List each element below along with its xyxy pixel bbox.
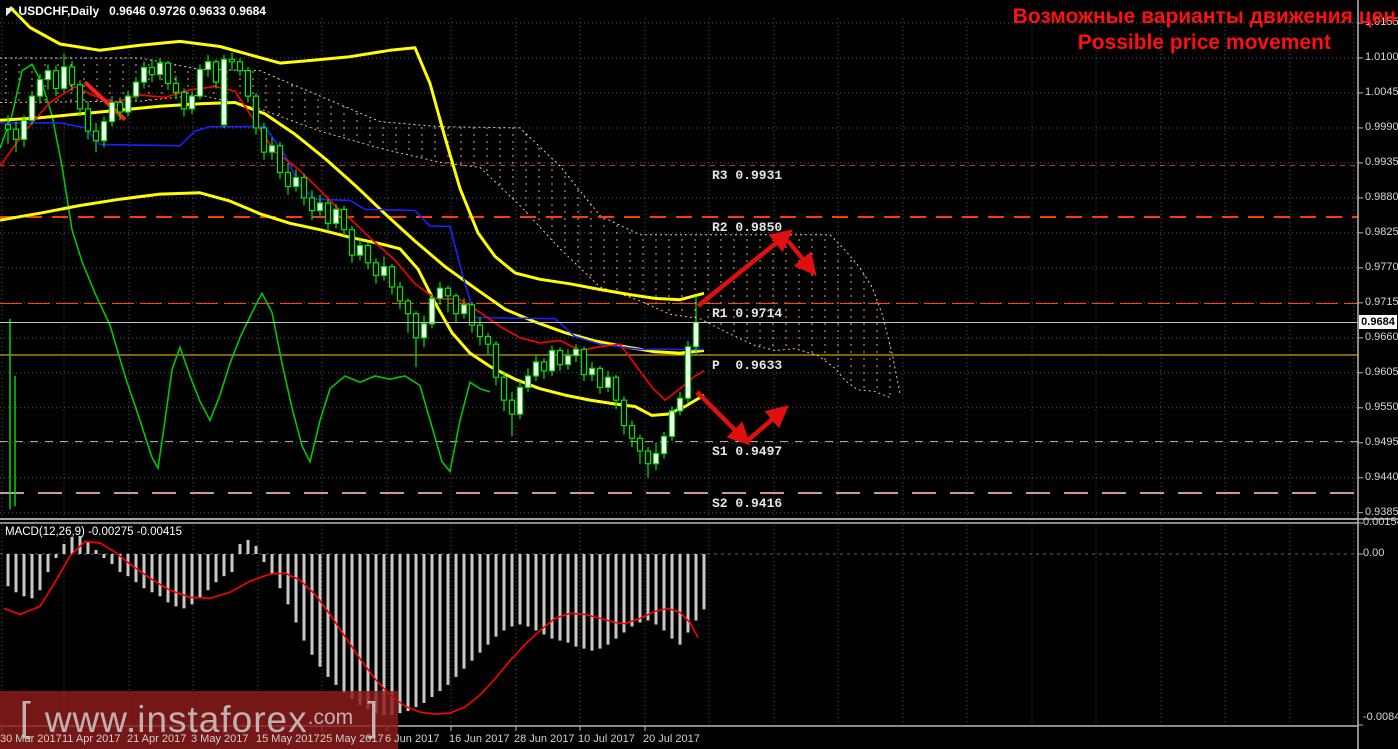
annotation-line-en: Possible price movement <box>1077 31 1331 54</box>
date-axis-label[interactable]: 11 Apr 2017 <box>62 733 121 745</box>
date-axis-label[interactable]: 6 Jun 2017 <box>385 733 440 745</box>
price-axis-label[interactable]: 0.9770 <box>1365 260 1398 273</box>
date-axis-label[interactable]: 10 Jul 2017 <box>578 733 635 745</box>
date-axis-label[interactable]: 20 Jul 2017 <box>643 733 700 745</box>
price-axis-label[interactable]: 0.9660 <box>1365 330 1398 343</box>
price-axis-label[interactable]: 0.9605 <box>1365 365 1398 378</box>
pivot-label-r3: R3 0.9931 <box>712 168 783 184</box>
date-axis-label[interactable]: 21 Apr 2017 <box>127 733 187 745</box>
price-axis-label[interactable]: 0.9825 <box>1365 225 1398 238</box>
date-axis-label[interactable]: 30 Mar 2017 <box>0 733 62 745</box>
watermark-domain: www.instaforex <box>44 699 308 740</box>
price-axis-label[interactable]: 0.9550 <box>1365 400 1398 413</box>
price-axis-label[interactable]: 1.0155 <box>1365 16 1398 28</box>
date-axis-label[interactable]: 25 May 2017 <box>320 733 384 745</box>
date-axis-label[interactable]: 28 Jun 2017 <box>514 733 575 745</box>
annotation-text: Возможные варианты движения цен Possible… <box>1013 4 1396 56</box>
price-axis-label[interactable]: 0.9385 <box>1365 505 1398 518</box>
pivot-label-r2: R2 0.9850 <box>712 219 783 235</box>
price-axis-label[interactable]: 0.9935 <box>1365 155 1398 168</box>
pivot-label-p: P 0.9633 <box>712 357 783 373</box>
price-axis-label[interactable]: 0.9880 <box>1365 190 1398 203</box>
price-axis-label[interactable]: 1.0045 <box>1365 85 1398 98</box>
watermark: [ www.instaforex .com ] <box>0 691 398 749</box>
cursor-icon: ◤ <box>6 6 15 18</box>
symbol-name: USDCHF,Daily <box>18 4 100 18</box>
watermark-right-bracket: ] <box>367 694 379 739</box>
current-price-tag: 0.9684 <box>1359 314 1397 329</box>
date-axis-label[interactable]: 15 May 2017 <box>256 733 320 745</box>
date-axis-label[interactable]: 16 Jun 2017 <box>449 733 510 745</box>
macd-axis-label[interactable]: 0.00 <box>1363 547 1385 559</box>
macd-indicator-label: MACD(12,26,9) -0.00275 -0.00415 <box>5 526 183 538</box>
pivot-label-s2: S2 0.9416 <box>712 496 783 511</box>
price-axis-label[interactable]: 1.0100 <box>1365 50 1398 63</box>
watermark-tld: .com <box>307 706 354 729</box>
macd-axis-label[interactable]: 0.00154 <box>1363 515 1398 528</box>
date-axis-label[interactable]: 3 May 2017 <box>191 733 249 745</box>
ohlc-values: 0.9646 0.9726 0.9633 0.9684 <box>109 4 266 18</box>
price-axis-label[interactable]: 0.9715 <box>1365 295 1398 308</box>
watermark-left-bracket: [ <box>19 694 31 739</box>
pivot-label-s1: S1 0.9497 <box>712 444 783 460</box>
pivot-label-r1: R1 0.9714 <box>712 306 783 322</box>
annotation-line-ru: Возможные варианты движения цен <box>1012 5 1396 28</box>
price-axis-label[interactable]: 0.9440 <box>1365 470 1398 483</box>
price-axis-label[interactable]: 0.9990 <box>1365 120 1398 133</box>
price-axis-label[interactable]: 0.9495 <box>1365 435 1398 448</box>
candles <box>4 52 700 478</box>
symbol-title: ◤ USDCHF,Daily 0.9646 0.9726 0.9633 0.9684 <box>6 4 266 18</box>
macd-axis-label[interactable]: -0.00849 <box>1363 711 1398 723</box>
